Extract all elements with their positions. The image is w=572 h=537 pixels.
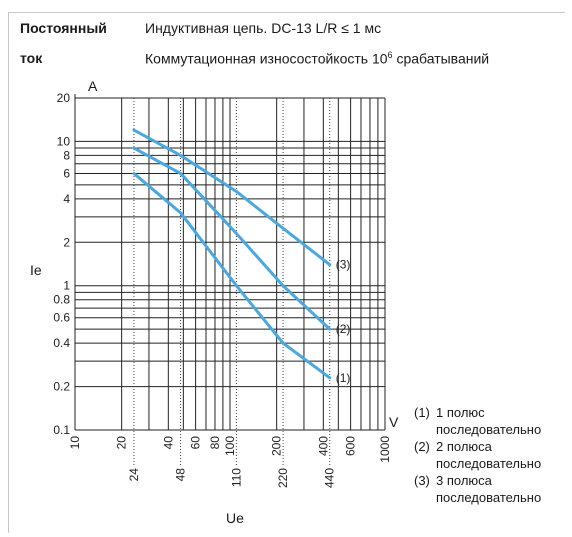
y-tick-label: 1 <box>63 279 70 293</box>
y-tick-label: 6 <box>63 166 70 180</box>
series-line-1 <box>132 171 332 380</box>
y-tick-label: 20 <box>57 91 71 105</box>
legend: (1) 1 полюс последовательно (2) 2 полюса п… <box>414 404 541 506</box>
y-tick-label: 0.8 <box>53 293 70 307</box>
series-label-1: (1) <box>336 371 351 385</box>
legend-item-2: (2) 2 полюса <box>414 439 492 454</box>
y-tick-label: 0.1 <box>53 423 70 437</box>
series-label-2: (2) <box>336 322 351 336</box>
x-tick-label: 200 <box>270 436 284 456</box>
legend-item-3: (3) 3 полюса <box>414 473 492 488</box>
current-type-label: Постоянный <box>20 20 107 36</box>
y-tick-label: 4 <box>63 192 70 206</box>
y-axis-label: Ie <box>30 262 42 278</box>
x-tick-label-voltage: 110 <box>229 468 243 487</box>
x-tick-label: 20 <box>115 436 129 450</box>
x-tick-label-voltage: 48 <box>174 468 188 482</box>
x-tick-label: 1000 <box>378 436 392 463</box>
circuit-description: Индуктивная цепь. DC-13 L/R ≤ 1 мс <box>145 20 382 36</box>
y-tick-label: 0.2 <box>53 380 70 394</box>
series-label-3: (3) <box>336 258 351 272</box>
current-type-label-2: ток <box>20 50 43 66</box>
legend-item-1: (1) 1 полюс <box>414 405 485 420</box>
durability-description: Коммутационная износостойкость 106 сраба… <box>145 50 490 67</box>
legend-item-2-cont: последовательно <box>436 456 542 471</box>
x-tick-label-voltage: 220 <box>276 468 290 488</box>
legend-item-3-cont: последовательно <box>436 490 542 505</box>
chart-frame <box>8 12 565 533</box>
x-axis-unit: V <box>389 414 399 430</box>
x-tick-label-voltage: 24 <box>127 468 141 482</box>
x-tick-label: 40 <box>161 436 175 450</box>
x-tick-label: 600 <box>344 436 358 456</box>
legend-item-1-cont: последовательно <box>436 422 542 437</box>
x-tick-label: 80 <box>208 436 222 450</box>
x-tick-label-voltage: 440 <box>323 468 337 488</box>
series-line-2 <box>132 146 332 331</box>
y-tick-label: 0.6 <box>53 311 70 325</box>
y-tick-label: 0.4 <box>53 336 70 350</box>
y-tick-label: 2 <box>63 235 70 249</box>
x-tick-label: 100 <box>223 436 237 456</box>
y-tick-label: 8 <box>63 148 70 162</box>
x-tick-label: 60 <box>189 436 203 450</box>
y-tick-label: 10 <box>57 134 71 148</box>
y-axis-unit: A <box>88 78 98 94</box>
x-axis-label: Ue <box>226 510 244 526</box>
x-tick-label: 10 <box>68 436 82 450</box>
series-line-3 <box>132 128 332 267</box>
x-tick-label: 400 <box>316 436 330 456</box>
